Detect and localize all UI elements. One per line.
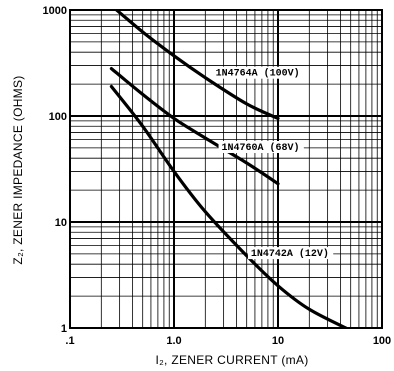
curve-label-background <box>212 66 305 79</box>
curve-label-2: 1N4760A (68V) <box>222 142 300 154</box>
curve-label-3: 1N4742A (12V) <box>251 248 329 260</box>
curve-label-background <box>218 141 304 154</box>
y-tick-label: 1000 <box>43 5 67 17</box>
x-tick-label: .1 <box>65 335 74 347</box>
curve-label-1: 1N4764A (100V) <box>216 68 300 80</box>
curve-label-background <box>247 247 334 260</box>
y-axis-title: Z₂, ZENER IMPEDANCE (OHMS) <box>11 75 25 264</box>
y-tick-label: 1 <box>61 323 67 335</box>
plot-frame <box>69 9 383 329</box>
x-axis-title: I₂, ZENER CURRENT (mA) <box>155 353 308 367</box>
x-tick-label: 10 <box>272 335 284 347</box>
x-tick-label: 1.0 <box>166 335 181 347</box>
x-tick-labels: .1 1.0 10 100 <box>65 335 391 347</box>
x-tick-label: 100 <box>373 335 391 347</box>
series-line-2 <box>109 67 280 186</box>
y-tick-label: 100 <box>49 111 67 123</box>
y-tick-label: 10 <box>55 217 67 229</box>
grid-lines <box>70 10 382 328</box>
series-line-1 <box>114 10 280 120</box>
series-line-3 <box>109 84 350 328</box>
curves <box>109 10 350 328</box>
curve-labels: 1N4764A (100V) 1N4760A (68V) 1N4742A (12V) <box>212 66 334 260</box>
y-tick-labels: 1 10 100 1000 <box>43 5 67 335</box>
